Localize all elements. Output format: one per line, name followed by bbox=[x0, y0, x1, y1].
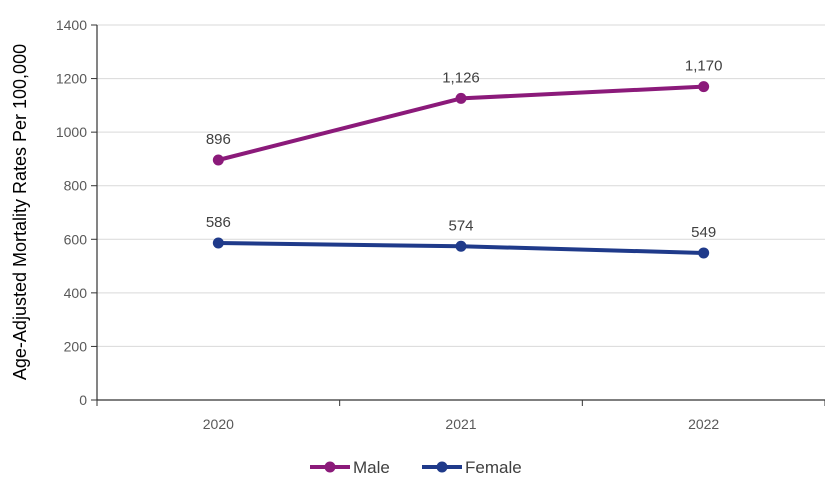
data-point-female bbox=[212, 237, 224, 249]
data-point-male bbox=[212, 154, 224, 166]
y-tick-label: 200 bbox=[64, 338, 88, 354]
data-label-male: 896 bbox=[206, 131, 231, 148]
data-label-female: 586 bbox=[206, 214, 231, 231]
axes bbox=[91, 24, 825, 406]
data-point-female bbox=[698, 247, 710, 259]
x-tick-label: 2021 bbox=[445, 416, 476, 432]
y-tick-label: 1200 bbox=[56, 71, 87, 87]
y-tick-label: 1000 bbox=[56, 124, 87, 140]
y-tick-label: 600 bbox=[64, 231, 88, 247]
legend: Male Female bbox=[310, 458, 522, 477]
series bbox=[212, 81, 710, 259]
y-tick-labels: 0 200 400 600 800 1000 1200 1400 bbox=[56, 17, 87, 408]
data-label-male: 1,170 bbox=[685, 58, 723, 75]
x-tick-label: 2022 bbox=[688, 416, 719, 432]
data-labels: 896 1,126 1,170 586 574 549 bbox=[206, 58, 723, 241]
data-point-female bbox=[455, 240, 467, 252]
y-tick-label: 400 bbox=[64, 285, 88, 301]
y-tick-label: 0 bbox=[79, 392, 87, 408]
y-tick-label: 1400 bbox=[56, 17, 87, 33]
data-label-female: 549 bbox=[691, 224, 716, 241]
data-label-female: 574 bbox=[448, 217, 473, 234]
data-point-male bbox=[455, 92, 467, 104]
legend-item-male: Male bbox=[310, 458, 390, 477]
legend-swatch-marker bbox=[324, 461, 336, 473]
legend-swatch-marker bbox=[436, 461, 448, 473]
x-tick-label: 2020 bbox=[203, 416, 234, 432]
x-tick-labels: 2020 2021 2022 bbox=[203, 416, 720, 432]
y-tick-label: 800 bbox=[64, 178, 88, 194]
data-point-male bbox=[698, 81, 710, 93]
data-label-male: 1,126 bbox=[442, 69, 480, 86]
y-axis-title: Age-Adjusted Mortality Rates Per 100,000 bbox=[10, 44, 30, 380]
legend-label: Male bbox=[353, 458, 390, 477]
legend-label: Female bbox=[465, 458, 522, 477]
legend-item-female: Female bbox=[422, 458, 522, 477]
